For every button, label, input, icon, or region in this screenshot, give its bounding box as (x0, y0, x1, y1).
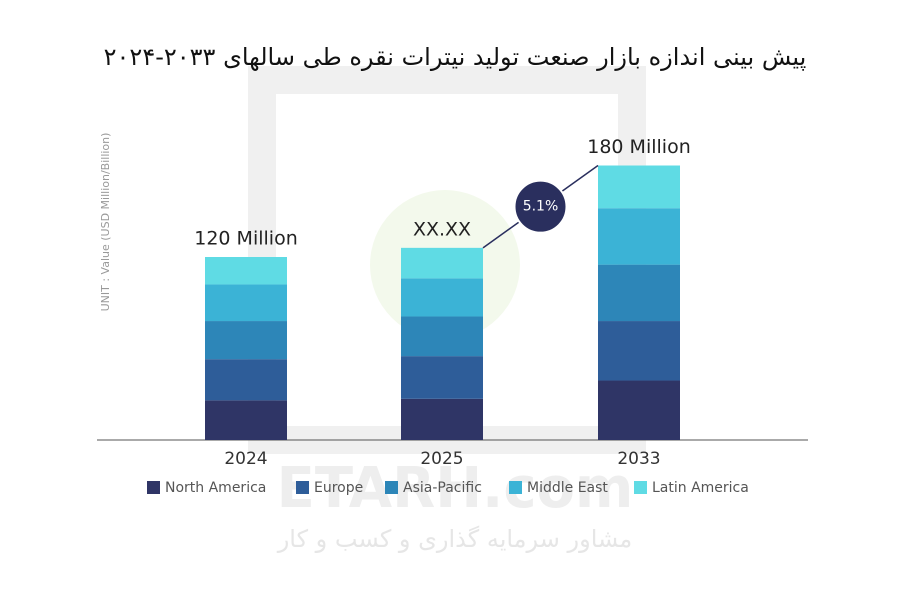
bar-segment (205, 321, 287, 360)
cagr-label: 5.1% (523, 199, 559, 215)
bar-segment (205, 400, 287, 440)
legend-swatch (509, 481, 522, 494)
legend-label: Middle East (527, 480, 608, 496)
x-tick-label: 2025 (420, 449, 463, 469)
legend-swatch (634, 481, 647, 494)
cagr-bubble (513, 179, 568, 234)
watermark: ETARH.com (277, 456, 634, 521)
legend-label: North America (165, 480, 266, 496)
y-axis-label: UNIT : Value (USD Million/Billion) (99, 133, 112, 312)
bar-segment (598, 165, 680, 209)
bar-segment (401, 316, 483, 357)
legend-label: Europe (314, 480, 363, 496)
total-label: XX.XX (413, 218, 471, 240)
bar-segment (598, 380, 680, 440)
bar-segment (205, 284, 287, 322)
legend-swatch (147, 481, 160, 494)
x-tick-label: 2033 (617, 449, 660, 469)
bar-segment (401, 356, 483, 399)
legend-label: Asia-Pacific (403, 480, 482, 496)
total-label: 180 Million (587, 136, 690, 158)
bar-segment (598, 264, 680, 322)
legend-label: Latin America (652, 480, 749, 496)
bar-segment (401, 278, 483, 317)
x-tick-label: 2024 (224, 449, 267, 469)
bar-segment (205, 257, 287, 285)
bar-segment (598, 208, 680, 265)
bar-segment (598, 321, 680, 381)
bar-segment (401, 398, 483, 440)
legend-swatch (385, 481, 398, 494)
total-label: 120 Million (194, 228, 297, 250)
bar-segment (205, 359, 287, 401)
chart-title: پیش بینی اندازه بازار صنعت تولید نیترات … (104, 43, 807, 71)
watermark: مشاور سرمایه گذاری و کسب و کار (277, 525, 633, 553)
bar-segment (401, 247, 483, 279)
legend-swatch (296, 481, 309, 494)
